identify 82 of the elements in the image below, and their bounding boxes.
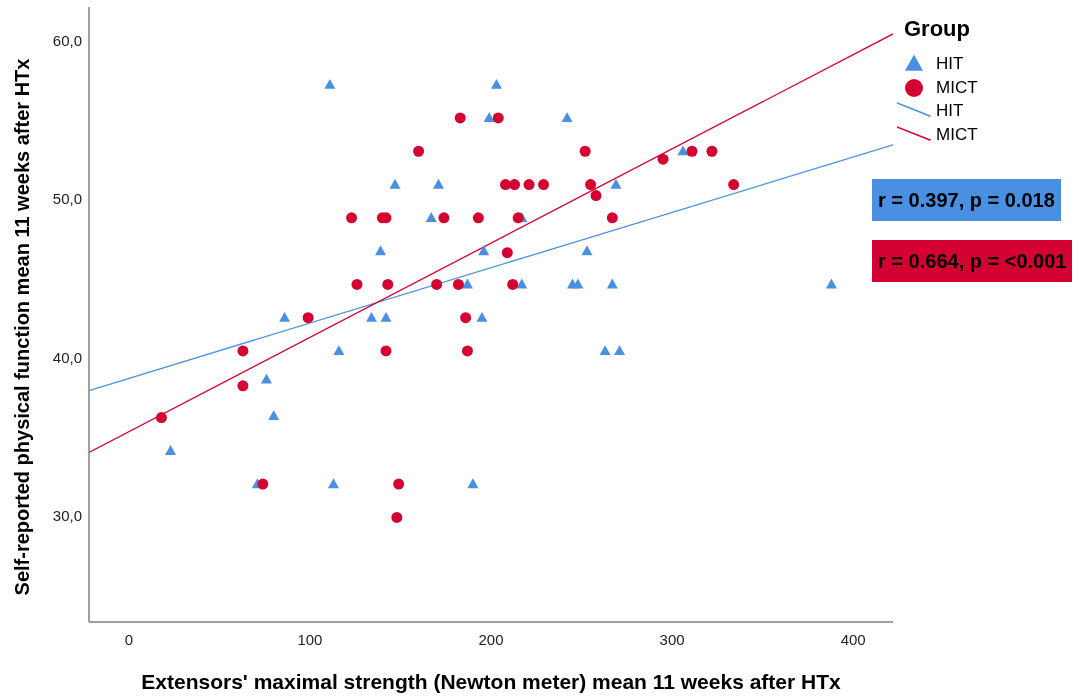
point bbox=[164, 445, 176, 455]
point bbox=[346, 212, 358, 224]
point bbox=[523, 179, 535, 191]
legend-label: HIT bbox=[936, 53, 964, 74]
point bbox=[478, 245, 490, 256]
point bbox=[677, 145, 689, 156]
point bbox=[499, 179, 511, 191]
point bbox=[472, 212, 484, 224]
legend-title: Group bbox=[904, 16, 971, 42]
point bbox=[351, 278, 363, 290]
point bbox=[501, 247, 513, 259]
point bbox=[512, 212, 524, 224]
x-tick-label: 200 bbox=[478, 630, 504, 648]
point bbox=[706, 145, 718, 157]
point bbox=[825, 278, 837, 289]
point bbox=[237, 380, 249, 392]
x-axis-title: Extensors' maximal strength (Newton meter) mean 11 weeks after HTx bbox=[141, 670, 841, 694]
y-tick-label: 50,0 bbox=[52, 190, 82, 208]
point bbox=[375, 245, 387, 256]
point bbox=[413, 145, 425, 157]
point bbox=[257, 478, 269, 490]
point bbox=[389, 178, 401, 189]
point bbox=[599, 345, 611, 356]
point bbox=[461, 278, 473, 289]
point bbox=[585, 179, 597, 191]
point bbox=[610, 178, 622, 189]
y-tick-label: 40,0 bbox=[52, 348, 82, 366]
point bbox=[483, 112, 495, 123]
legend-label: MICT bbox=[936, 124, 978, 145]
point bbox=[452, 278, 464, 290]
point bbox=[657, 153, 669, 165]
point bbox=[425, 212, 437, 222]
point bbox=[454, 112, 466, 124]
point bbox=[467, 478, 479, 489]
point bbox=[516, 278, 528, 289]
x-tick-label: 0 bbox=[124, 630, 134, 648]
point bbox=[492, 112, 504, 124]
point bbox=[728, 179, 740, 191]
point bbox=[606, 212, 618, 224]
point bbox=[431, 278, 443, 290]
point bbox=[686, 145, 698, 157]
point bbox=[279, 311, 291, 322]
point bbox=[260, 373, 272, 384]
point bbox=[365, 311, 377, 322]
point bbox=[391, 511, 403, 523]
point bbox=[438, 212, 450, 224]
point bbox=[561, 112, 573, 123]
point bbox=[606, 278, 618, 289]
point bbox=[509, 179, 521, 191]
point bbox=[614, 345, 626, 356]
point bbox=[380, 311, 392, 322]
annotation: r = 0.397, p = 0.018 bbox=[872, 179, 1061, 221]
point bbox=[490, 78, 502, 89]
point bbox=[393, 478, 405, 490]
legend-label: HIT bbox=[936, 101, 964, 122]
legend-label: MICT bbox=[936, 77, 978, 98]
point bbox=[538, 179, 550, 191]
point bbox=[461, 345, 473, 357]
point bbox=[382, 278, 394, 290]
point bbox=[460, 312, 472, 324]
x-tick-label: 100 bbox=[297, 630, 323, 648]
y-tick-label: 60,0 bbox=[52, 31, 82, 49]
point bbox=[476, 311, 488, 322]
point bbox=[507, 278, 519, 290]
point bbox=[581, 245, 593, 256]
annotation: r = 0.664, p = <0.001 bbox=[872, 240, 1073, 282]
point bbox=[155, 412, 167, 424]
point bbox=[579, 145, 591, 157]
x-tick-label: 400 bbox=[840, 630, 866, 648]
point bbox=[327, 478, 339, 489]
point bbox=[432, 178, 444, 189]
point bbox=[333, 345, 345, 356]
point bbox=[302, 312, 314, 324]
point bbox=[590, 190, 602, 202]
y-tick-label: 30,0 bbox=[52, 507, 82, 525]
point bbox=[380, 345, 392, 357]
point bbox=[572, 278, 584, 289]
point bbox=[237, 345, 249, 357]
point bbox=[268, 410, 280, 421]
point bbox=[324, 78, 336, 89]
y-axis-title: Self-reported physical function mean 11 weeks after HTx bbox=[10, 58, 34, 595]
x-tick-label: 300 bbox=[659, 630, 685, 648]
